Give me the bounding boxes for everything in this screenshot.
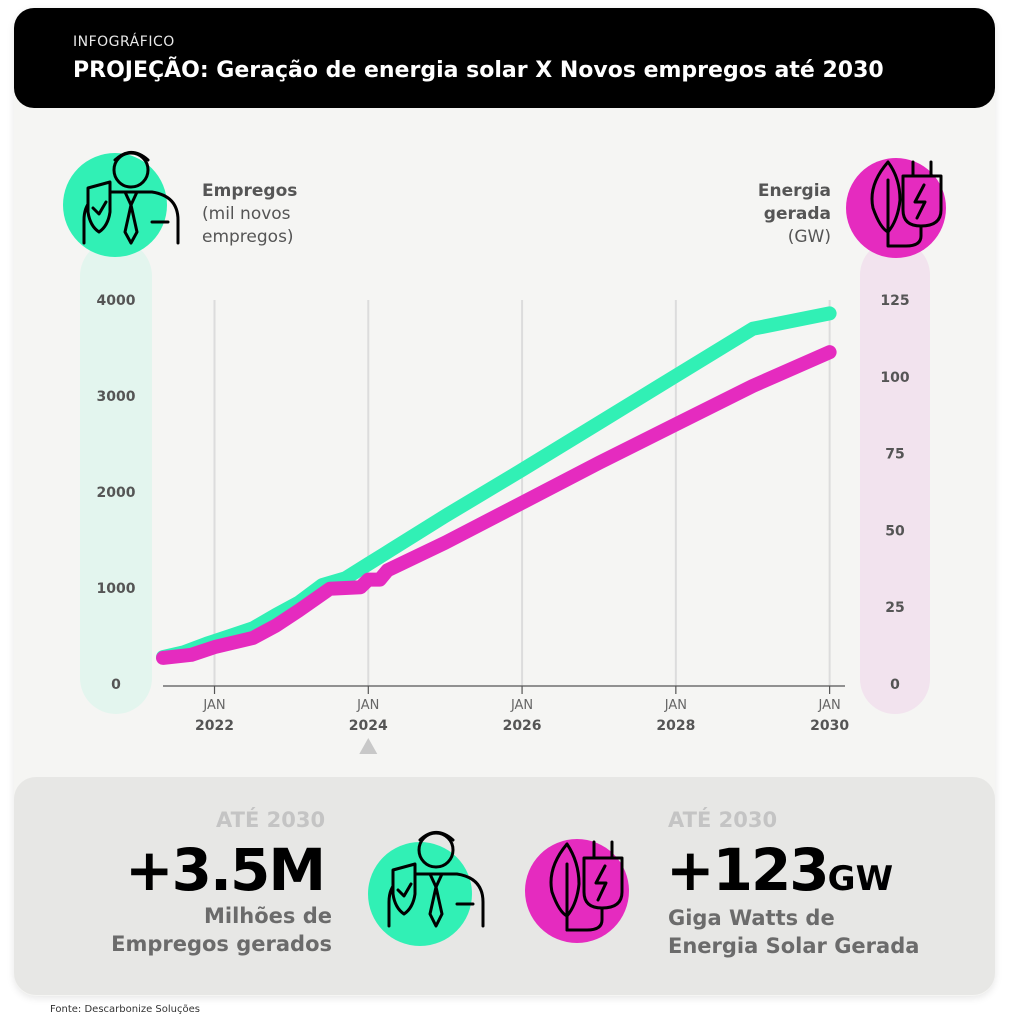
x-tick-label-month: JAN <box>356 698 379 713</box>
worker-icon <box>368 831 485 946</box>
jobs-axis-band <box>80 240 152 714</box>
jobs-series-line <box>156 306 837 665</box>
x-tick-label-month: JAN <box>664 698 687 713</box>
x-tick-label-year: 2022 <box>195 718 234 734</box>
right-axis-ticks: 0 25 50 75 100 125 <box>880 293 909 693</box>
current-year-marker <box>359 738 378 754</box>
energy-series-line <box>156 345 837 665</box>
energy-stat-unit: GW <box>827 859 894 899</box>
x-tick-label-year: 2028 <box>656 718 695 734</box>
left-axis-subtitle-2: empregos) <box>202 227 294 247</box>
stats-panel <box>14 777 995 995</box>
x-tick-label-month: JAN <box>202 698 225 713</box>
right-axis-title-1: Energia <box>757 181 831 201</box>
energy-stat-desc-2: Energia Solar Gerada <box>668 934 920 958</box>
jobs-stat-value: +3.5M <box>125 836 326 904</box>
right-axis-subtitle: (GW) <box>787 227 831 247</box>
left-axis-title-main: Empregos <box>202 181 298 201</box>
left-axis-subtitle-1: (mil novos <box>202 204 291 224</box>
series-layer <box>156 306 837 665</box>
jobs-stat-desc-1: Milhões de <box>204 904 332 928</box>
right-axis-title-2: gerada <box>763 204 831 224</box>
left-tick-label: 2000 <box>97 485 136 501</box>
header-kicker: INFOGRÁFICO <box>73 34 175 50</box>
energy-stat-kicker: ATÉ 2030 <box>668 808 778 832</box>
jobs-stat-kicker: ATÉ 2030 <box>216 808 326 832</box>
x-tick-label-month: JAN <box>510 698 533 713</box>
gridlines <box>213 300 831 686</box>
energy-axis-band <box>860 240 930 714</box>
right-tick-label: 75 <box>885 447 904 463</box>
energy-stat-desc-1: Giga Watts de <box>668 906 835 930</box>
right-tick-label: 50 <box>885 523 905 539</box>
right-tick-label: 25 <box>885 600 904 616</box>
leaf-plug-icon <box>525 839 629 943</box>
x-tick-label-month: JAN <box>818 698 841 713</box>
right-tick-label: 125 <box>880 293 909 309</box>
right-axis-title: Energia gerada (GW) <box>690 180 831 249</box>
jobs-stat-desc-2: Empregos gerados <box>111 932 332 956</box>
left-tick-label: 4000 <box>97 293 136 309</box>
worker-icon <box>63 151 180 257</box>
energy-stat-desc: Giga Watts de Energia Solar Gerada <box>668 904 919 960</box>
page-title: PROJEÇÃO: Geração de energia solar X Nov… <box>73 58 884 83</box>
energy-stat-value: +123 <box>666 836 830 904</box>
x-tick-label-year: 2024 <box>349 718 388 734</box>
left-axis-ticks: 0 1000 2000 3000 4000 <box>97 293 136 693</box>
left-axis-title: Empregos (mil novos empregos) <box>202 180 297 249</box>
jobs-stat-desc: Milhões de Empregos gerados <box>60 902 332 958</box>
leaf-plug-icon <box>846 158 946 258</box>
source-note: Fonte: Descarbonize Soluções <box>50 1004 200 1015</box>
header-bar: INFOGRÁFICO PROJEÇÃO: Geração de energia… <box>14 8 995 108</box>
x-tick-label-year: 2030 <box>810 718 849 734</box>
left-tick-label: 3000 <box>97 389 136 405</box>
x-tick-label-year: 2026 <box>503 718 542 734</box>
left-tick-label: 1000 <box>97 581 136 597</box>
x-axis-ticks: JAN 2022 JAN 2024 JAN 2026 JAN 2028 JAN 2030 <box>195 686 849 734</box>
right-tick-label: 100 <box>880 370 909 386</box>
left-tick-label: 0 <box>111 677 121 693</box>
right-tick-label: 0 <box>890 677 900 693</box>
energy-stat-value-wrap: +123GW <box>666 836 893 904</box>
